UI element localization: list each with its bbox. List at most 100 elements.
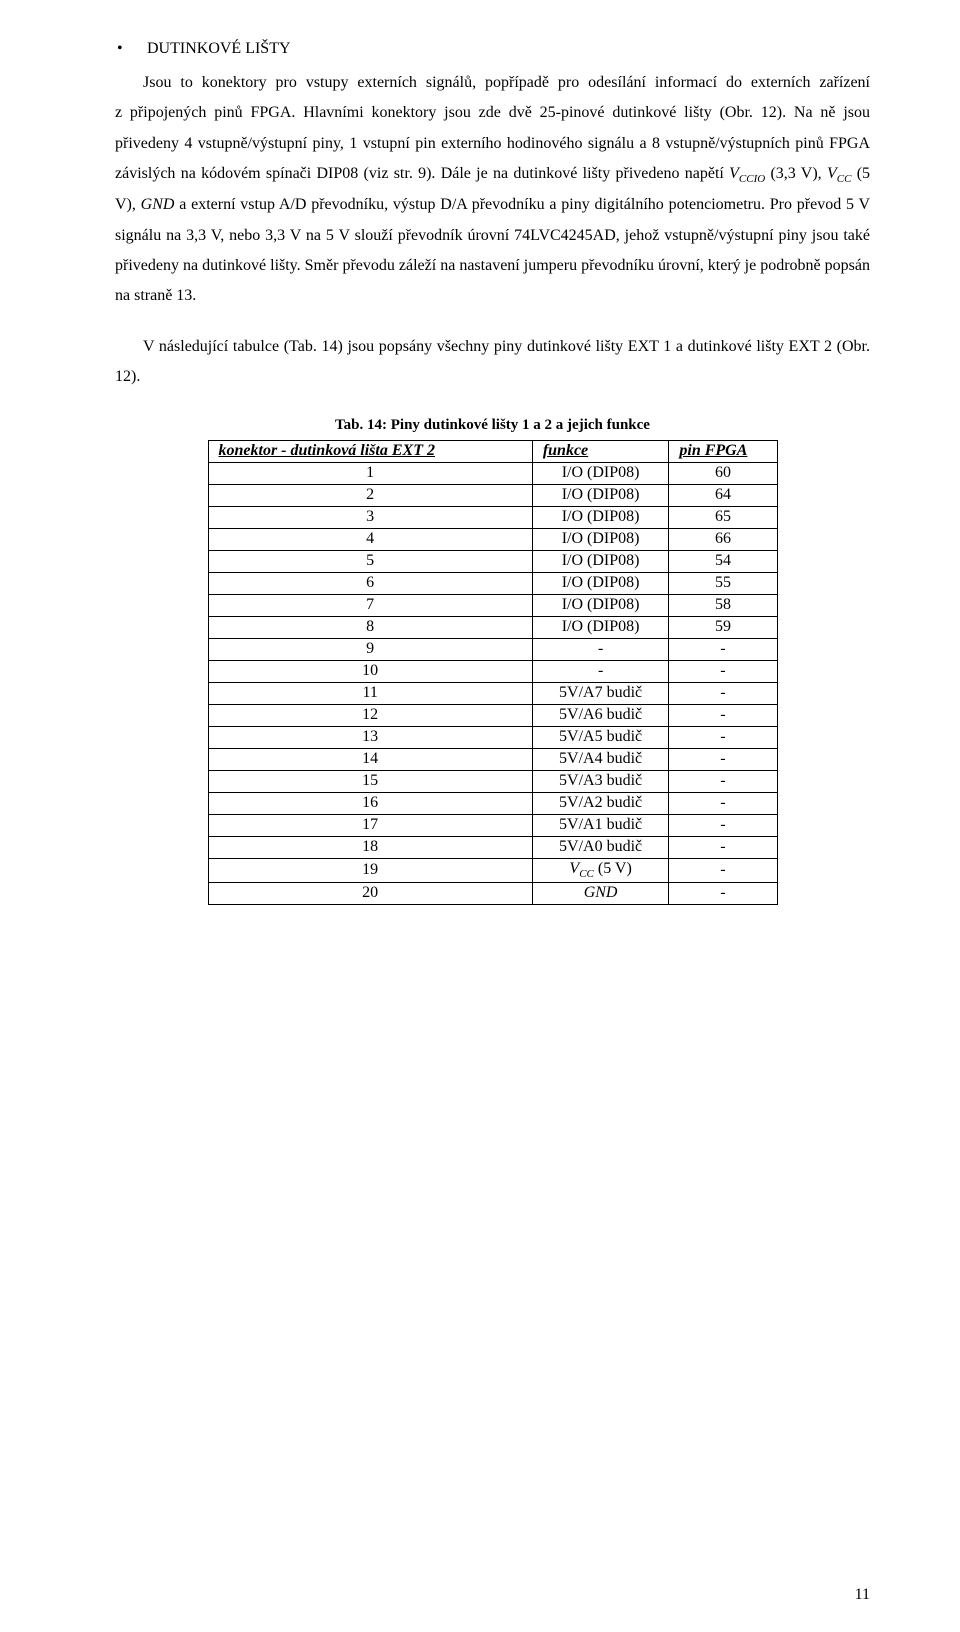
- table-row: 6I/O (DIP08)55: [208, 572, 777, 594]
- heading-text: DUTINKOVÉ LIŠTY: [147, 40, 291, 58]
- table-row: 2I/O (DIP08)64: [208, 484, 777, 506]
- table-row: 20GND-: [208, 882, 777, 904]
- cell-funkce: I/O (DIP08): [532, 572, 669, 594]
- cell-konektor: 15: [208, 770, 532, 792]
- table-row: 125V/A6 budič-: [208, 704, 777, 726]
- cell-pin: -: [669, 836, 777, 858]
- vccio-sub: CCIO: [739, 173, 765, 185]
- cell-pin: -: [669, 704, 777, 726]
- cell-funkce: -: [532, 638, 669, 660]
- p1-d: a externí vstup A/D převodníku, výstup D…: [115, 196, 870, 304]
- table-caption: Tab. 14: Piny dutinkové lišty 1 a 2 a je…: [115, 417, 870, 434]
- paragraph-1: Jsou to konektory pro vstupy externích s…: [115, 68, 870, 312]
- cell-konektor: 1: [208, 462, 532, 484]
- table-row: 10--: [208, 660, 777, 682]
- table-row: 8I/O (DIP08)59: [208, 616, 777, 638]
- cell-konektor: 16: [208, 792, 532, 814]
- cell-pin: 54: [669, 550, 777, 572]
- cell-konektor: 7: [208, 594, 532, 616]
- cell-funkce: I/O (DIP08): [532, 506, 669, 528]
- cell-pin: -: [669, 792, 777, 814]
- cell-funkce: 5V/A3 budič: [532, 770, 669, 792]
- cell-funkce: I/O (DIP08): [532, 528, 669, 550]
- cell-pin: 60: [669, 462, 777, 484]
- cell-pin: -: [669, 638, 777, 660]
- cell-funkce: 5V/A1 budič: [532, 814, 669, 836]
- cell-pin: 59: [669, 616, 777, 638]
- cell-pin: -: [669, 882, 777, 904]
- cell-funkce: I/O (DIP08): [532, 550, 669, 572]
- cell-konektor: 14: [208, 748, 532, 770]
- cell-funkce: 5V/A0 budič: [532, 836, 669, 858]
- cell-funkce: GND: [532, 882, 669, 904]
- bullet-icon: •: [115, 40, 147, 58]
- cell-konektor: 18: [208, 836, 532, 858]
- cell-funkce: I/O (DIP08): [532, 462, 669, 484]
- table-row: 19VCC (5 V)-: [208, 858, 777, 882]
- table-row: 1I/O (DIP08)60: [208, 462, 777, 484]
- cell-pin: -: [669, 748, 777, 770]
- cell-konektor: 8: [208, 616, 532, 638]
- vcc-sub: CC: [837, 173, 852, 185]
- vccio-symbol: V: [729, 165, 739, 182]
- table-row: 4I/O (DIP08)66: [208, 528, 777, 550]
- p1-a: Jsou to konektory pro vstupy externích s…: [115, 74, 870, 182]
- th-konektor: konektor - dutinková lišta EXT 2: [208, 440, 532, 462]
- table-row: 9--: [208, 638, 777, 660]
- cell-pin: 66: [669, 528, 777, 550]
- cell-pin: -: [669, 660, 777, 682]
- cell-pin: -: [669, 814, 777, 836]
- cell-funkce: 5V/A5 budič: [532, 726, 669, 748]
- cell-pin: 65: [669, 506, 777, 528]
- table-row: 165V/A2 budič-: [208, 792, 777, 814]
- cell-pin: -: [669, 682, 777, 704]
- table-row: 145V/A4 budič-: [208, 748, 777, 770]
- cell-pin: -: [669, 858, 777, 882]
- table-row: 5I/O (DIP08)54: [208, 550, 777, 572]
- cell-konektor: 3: [208, 506, 532, 528]
- cell-konektor: 5: [208, 550, 532, 572]
- cell-pin: 58: [669, 594, 777, 616]
- th-funkce: funkce: [532, 440, 669, 462]
- cell-konektor: 17: [208, 814, 532, 836]
- gnd-symbol: GND: [141, 196, 175, 213]
- cell-konektor: 10: [208, 660, 532, 682]
- table-row: 135V/A5 budič-: [208, 726, 777, 748]
- cell-funkce: I/O (DIP08): [532, 616, 669, 638]
- cell-konektor: 2: [208, 484, 532, 506]
- cell-konektor: 4: [208, 528, 532, 550]
- table-row: 3I/O (DIP08)65: [208, 506, 777, 528]
- cell-funkce: I/O (DIP08): [532, 594, 669, 616]
- cell-funkce: -: [532, 660, 669, 682]
- cell-konektor: 6: [208, 572, 532, 594]
- cell-funkce: 5V/A4 budič: [532, 748, 669, 770]
- cell-funkce: 5V/A2 budič: [532, 792, 669, 814]
- pins-table: konektor - dutinková lišta EXT 2 funkce …: [208, 440, 778, 905]
- cell-pin: -: [669, 770, 777, 792]
- p1-b: (3,3 V),: [765, 165, 827, 182]
- cell-konektor: 13: [208, 726, 532, 748]
- paragraph-2: V následující tabulce (Tab. 14) jsou pop…: [115, 332, 870, 393]
- cell-konektor: 19: [208, 858, 532, 882]
- cell-konektor: 12: [208, 704, 532, 726]
- cell-funkce: I/O (DIP08): [532, 484, 669, 506]
- cell-funkce: VCC (5 V): [532, 858, 669, 882]
- page: • DUTINKOVÉ LIŠTY Jsou to konektory pro …: [0, 0, 960, 1632]
- cell-pin: -: [669, 726, 777, 748]
- table-row: 185V/A0 budič-: [208, 836, 777, 858]
- page-number: 11: [855, 1586, 870, 1604]
- th-pin: pin FPGA: [669, 440, 777, 462]
- table-row: 115V/A7 budič-: [208, 682, 777, 704]
- cell-pin: 55: [669, 572, 777, 594]
- cell-konektor: 9: [208, 638, 532, 660]
- vcc-symbol: V: [827, 165, 837, 182]
- cell-funkce: 5V/A6 budič: [532, 704, 669, 726]
- table-header-row: konektor - dutinková lišta EXT 2 funkce …: [208, 440, 777, 462]
- cell-konektor: 20: [208, 882, 532, 904]
- table-row: 7I/O (DIP08)58: [208, 594, 777, 616]
- cell-pin: 64: [669, 484, 777, 506]
- cell-konektor: 11: [208, 682, 532, 704]
- table-row: 155V/A3 budič-: [208, 770, 777, 792]
- cell-funkce: 5V/A7 budič: [532, 682, 669, 704]
- table-row: 175V/A1 budič-: [208, 814, 777, 836]
